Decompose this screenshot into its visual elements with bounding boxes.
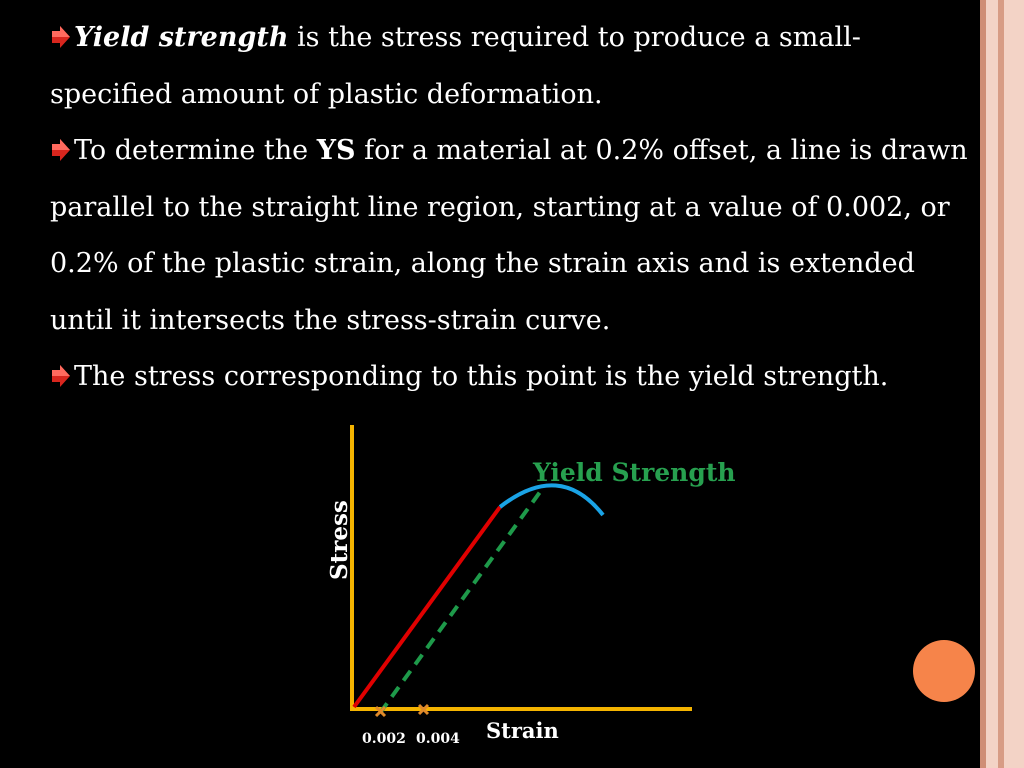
offset-line xyxy=(378,490,542,715)
y-axis-label: Stress xyxy=(326,500,353,580)
bullet-text-post: for a material at 0.2% offset, a line is… xyxy=(50,135,968,336)
x-axis-label: Strain xyxy=(486,718,559,743)
bullet-text-pre: To determine the xyxy=(74,135,317,166)
stress-strain-diagram: Yield Strength Stress Strain 0.002 0.004 xyxy=(326,425,736,747)
decorative-circle xyxy=(913,640,975,702)
tick-marker-0004 xyxy=(417,703,430,716)
bullet-stress-point: The stress corresponding to this point i… xyxy=(50,349,970,406)
annotation-yield-strength: Yield Strength xyxy=(532,458,736,487)
tick-label-0004: 0.004 xyxy=(416,731,460,747)
bullet-arrow-icon xyxy=(52,26,70,48)
frame-margin xyxy=(1004,0,1024,768)
frame-stripe xyxy=(986,0,998,768)
plastic-curve xyxy=(498,483,605,517)
elastic-line xyxy=(352,505,502,709)
slide: Yield strength is the stress required to… xyxy=(0,0,980,768)
bullet-arrow-icon xyxy=(52,365,70,387)
bullet-text: is the stress required to produce a smal… xyxy=(50,22,861,110)
term-ys: YS xyxy=(316,135,356,166)
bullet-text: The stress corresponding to this point i… xyxy=(74,361,889,392)
tick-marker-0002 xyxy=(374,705,387,718)
frame-stripe xyxy=(980,0,986,768)
frame-stripe xyxy=(998,0,1004,768)
bullet-arrow-icon xyxy=(52,139,70,161)
tick-label-0002: 0.002 xyxy=(362,731,406,747)
bullet-yield-strength: Yield strength is the stress required to… xyxy=(50,10,970,123)
bullet-offset-method: To determine the YS for a material at 0.… xyxy=(50,123,970,349)
term-yield-strength: Yield strength xyxy=(74,22,289,53)
